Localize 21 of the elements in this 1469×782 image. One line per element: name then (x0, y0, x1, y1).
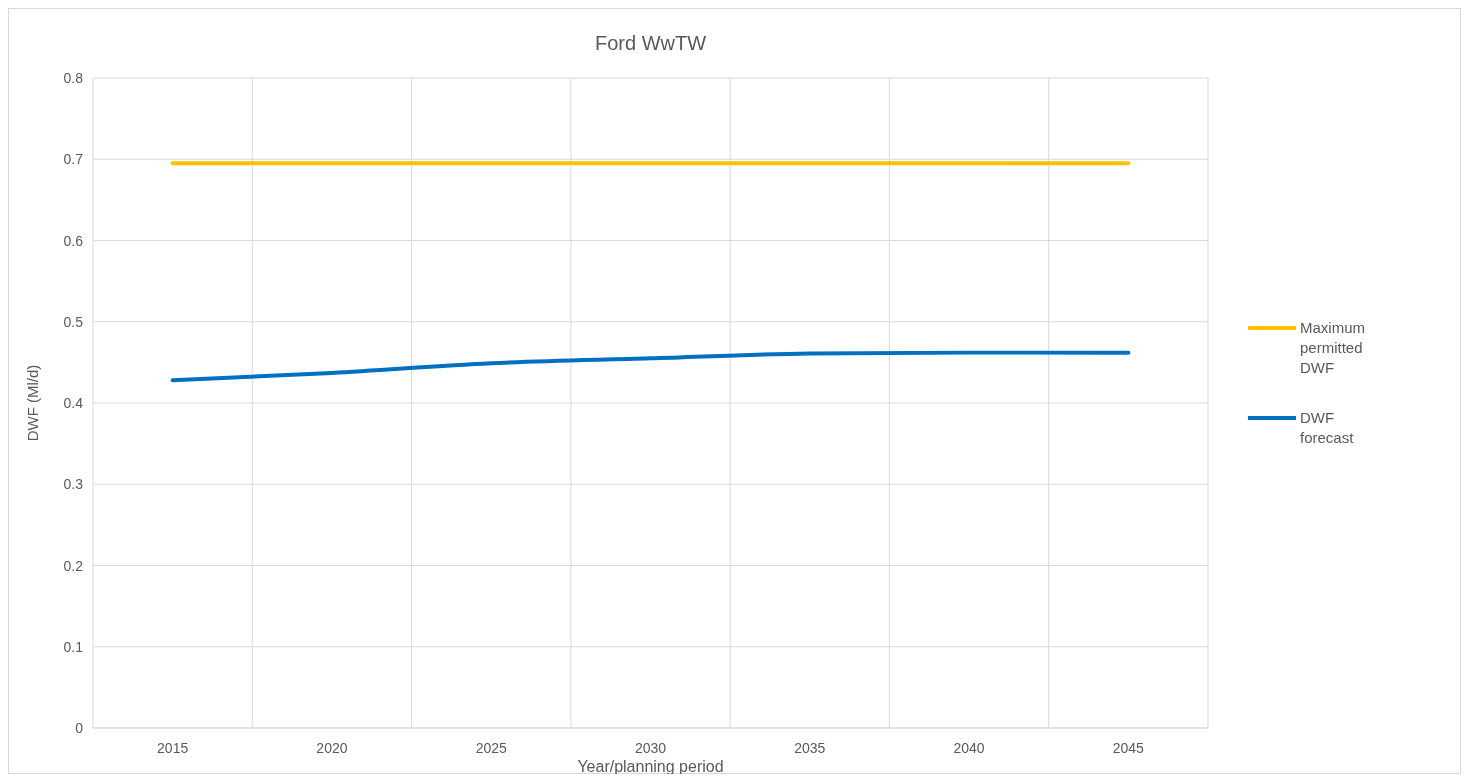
y-tick-label: 0.6 (63, 232, 84, 249)
y-tick-label: 0 (75, 720, 84, 736)
chart-title: Ford WwTW (594, 32, 707, 54)
x-tick-label: 2045 (1112, 740, 1145, 756)
y-tick-label: 0.4 (63, 395, 84, 411)
legend-label: DWF forecast (1300, 409, 1355, 446)
y-tick-label: 0.2 (63, 557, 84, 574)
x-tick-label: 2040 (953, 740, 985, 756)
legend-label: Maximum permitted DWF (1300, 319, 1366, 376)
y-tick-label: 0.5 (63, 313, 84, 330)
y-axis-title: DWF (Ml/d) (24, 364, 41, 442)
line-series (170, 350, 1131, 383)
x-tick-label: 2030 (634, 740, 667, 756)
x-tick-label: 2020 (316, 740, 348, 756)
x-tick-label: 2025 (475, 740, 507, 756)
x-tick-label: 2035 (794, 740, 826, 756)
y-tick-label: 0.1 (63, 638, 84, 655)
x-tick-label: 2015 (157, 740, 189, 756)
y-tick-label: 0.3 (63, 476, 84, 493)
y-tick-label: 0.8 (63, 70, 84, 86)
y-tick-label: 0.7 (63, 151, 84, 168)
